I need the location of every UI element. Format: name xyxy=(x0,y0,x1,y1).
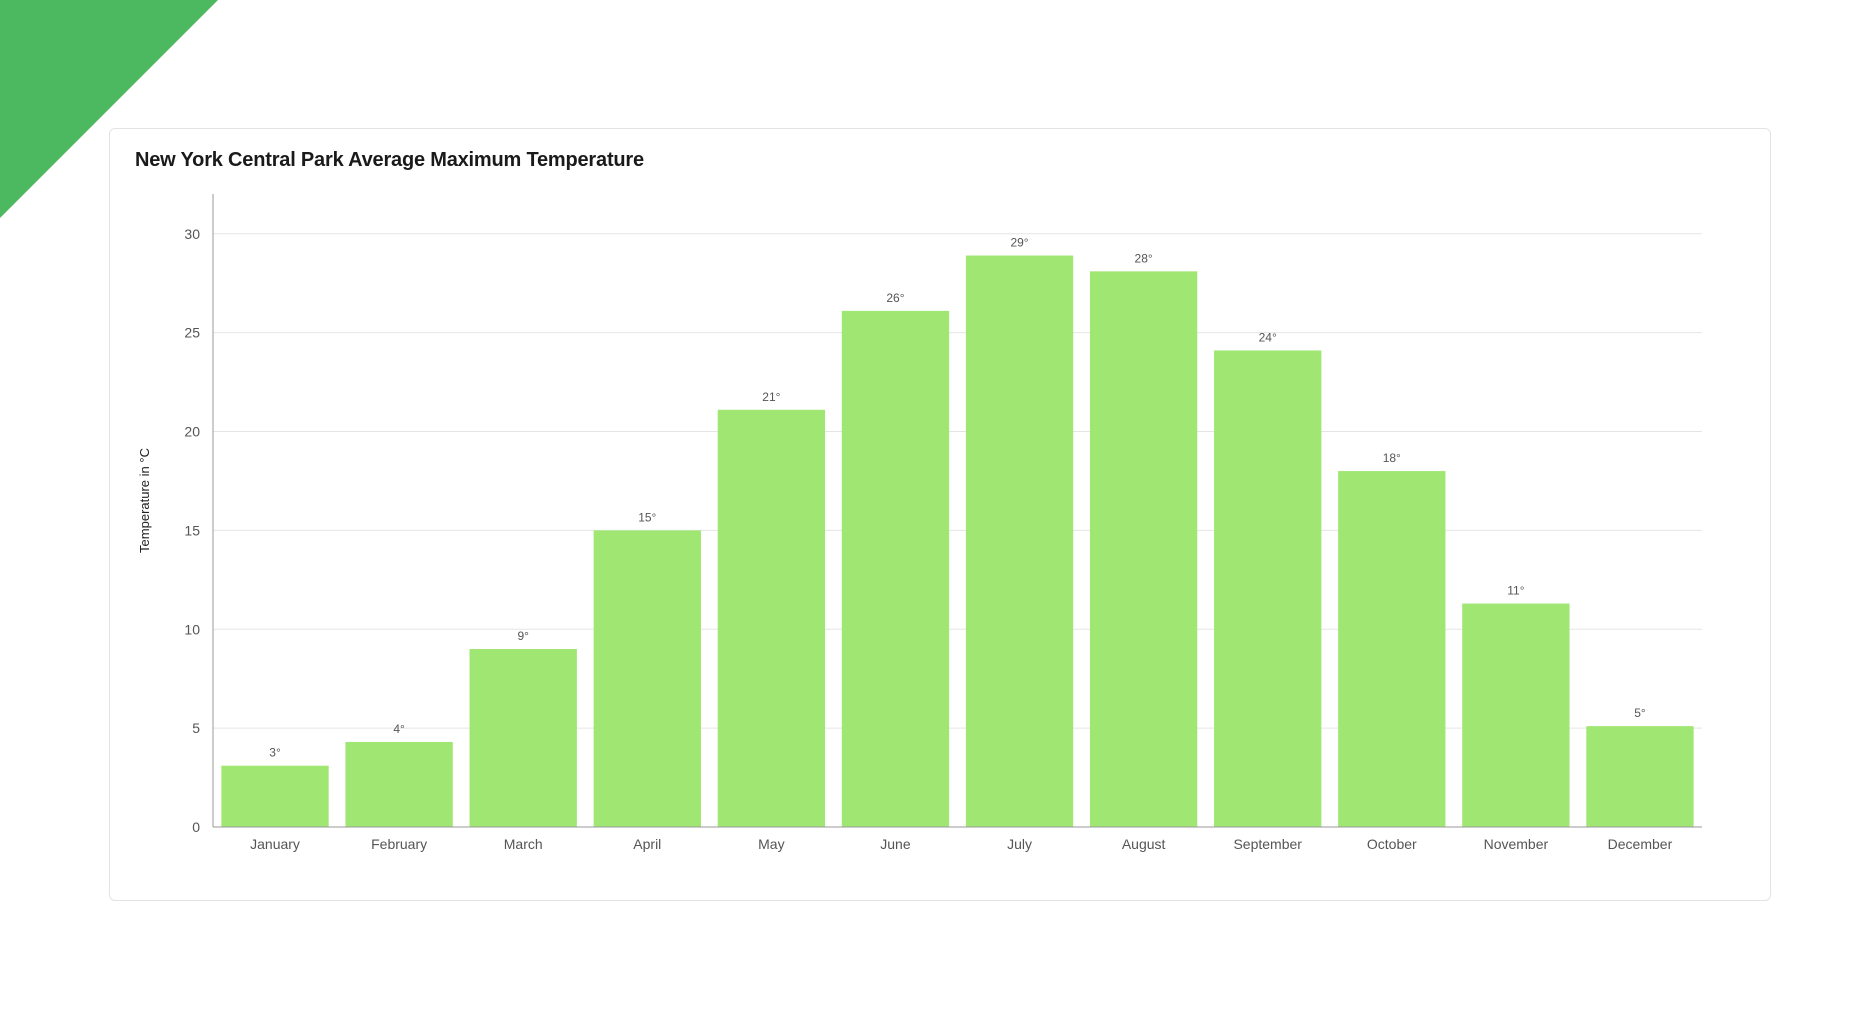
y-tick-label: 15 xyxy=(184,522,200,538)
y-tick-label: 25 xyxy=(184,325,200,341)
data-label: 5° xyxy=(1634,706,1646,720)
x-tick-label: August xyxy=(1122,836,1166,852)
y-tick-label: 20 xyxy=(184,424,200,440)
grid-lines xyxy=(213,233,1702,729)
data-label: 24° xyxy=(1259,330,1277,344)
bar[interactable] xyxy=(345,741,453,827)
bar[interactable] xyxy=(1338,471,1446,827)
data-label: 11° xyxy=(1507,584,1524,598)
x-tick-label: December xyxy=(1608,836,1673,852)
bar[interactable] xyxy=(1462,603,1570,827)
x-tick-label: May xyxy=(758,836,784,852)
y-axis-ticks: 0 5 10 15 20 25 30 xyxy=(184,226,200,835)
y-tick-label: 10 xyxy=(184,621,200,637)
bar[interactable] xyxy=(717,409,826,827)
x-tick-label: October xyxy=(1367,836,1417,852)
bar[interactable] xyxy=(1586,726,1694,827)
y-tick-label: 0 xyxy=(192,819,200,835)
x-tick-label: April xyxy=(633,836,661,852)
bar[interactable] xyxy=(841,310,950,827)
x-tick-label: November xyxy=(1484,836,1549,852)
y-tick-label: 5 xyxy=(192,720,200,736)
bar[interactable] xyxy=(1089,271,1198,827)
bar[interactable] xyxy=(469,649,577,827)
data-labels: 3° 4° 9° 15° 21° 26° 29° 28° 24° 18° 11° 5° xyxy=(269,236,1646,760)
data-label: 26° xyxy=(886,291,904,305)
data-label: 29° xyxy=(1010,236,1028,250)
x-tick-label: February xyxy=(371,836,427,852)
y-axis-title: Temperature in °C xyxy=(137,448,152,553)
bar[interactable] xyxy=(1214,350,1322,827)
x-axis-ticks: January February March April May June July Augu… xyxy=(250,836,1672,852)
bar-chart: 0 5 10 15 20 25 30 3° 4° 9° 15° 21° 26° 29° 28° 24° 18°… xyxy=(137,194,1702,852)
x-tick-label: September xyxy=(1233,836,1302,852)
data-label: 18° xyxy=(1383,451,1401,465)
data-label: 9° xyxy=(517,629,529,643)
data-label: 28° xyxy=(1135,251,1153,265)
data-label: 4° xyxy=(393,722,405,736)
bar[interactable] xyxy=(593,530,701,827)
x-tick-label: January xyxy=(250,836,300,852)
x-tick-label: June xyxy=(880,836,911,852)
data-label: 3° xyxy=(269,746,281,760)
x-tick-label: March xyxy=(504,836,543,852)
chart-card: New York Central Park Average Maximum Te… xyxy=(109,128,1771,901)
x-tick-label: July xyxy=(1007,836,1032,852)
data-label: 15° xyxy=(638,510,656,524)
data-label: 21° xyxy=(762,390,780,404)
bar[interactable] xyxy=(965,255,1074,827)
y-tick-label: 30 xyxy=(184,226,200,242)
chart-title: New York Central Park Average Maximum Te… xyxy=(135,149,644,171)
bars xyxy=(221,255,1694,827)
bar[interactable] xyxy=(221,765,329,827)
